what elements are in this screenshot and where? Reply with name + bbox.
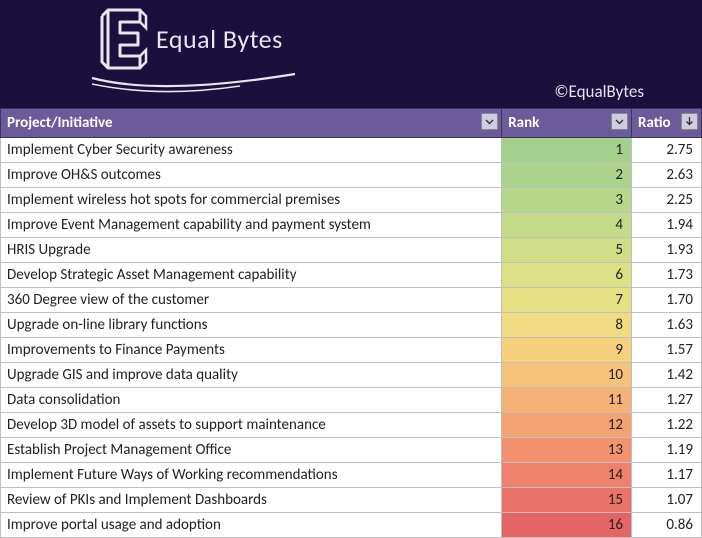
sort-dropdown-ratio[interactable] — [681, 113, 698, 130]
project-cell: Upgrade on-line library functions — [1, 313, 502, 338]
rank-cell: 1 — [502, 138, 632, 163]
col-header-ratio-label: Ratio — [638, 114, 671, 132]
project-cell: Establish Project Management Office — [1, 438, 502, 463]
rank-cell: 8 — [502, 313, 632, 338]
table-row: Improve OH&S outcomes22.63 — [1, 163, 702, 188]
rank-cell: 16 — [502, 513, 632, 538]
project-cell: Improvements to Finance Payments — [1, 338, 502, 363]
rank-cell: 4 — [502, 213, 632, 238]
rank-cell: 12 — [502, 413, 632, 438]
table-row: Develop Strategic Asset Management capab… — [1, 263, 702, 288]
table-header-row: Project/Initiative Rank Ratio — [1, 109, 702, 138]
copyright-text: ©EqualBytes — [554, 81, 644, 102]
col-header-rank-label: Rank — [508, 114, 539, 132]
sort-desc-arrow-icon — [684, 116, 695, 127]
chevron-down-icon — [485, 117, 494, 126]
table-row: Upgrade on-line library functions81.63 — [1, 313, 702, 338]
rank-cell: 5 — [502, 238, 632, 263]
brand-text: Equal Bytes — [156, 23, 283, 55]
project-cell: Upgrade GIS and improve data quality — [1, 363, 502, 388]
ratio-cell: 1.19 — [632, 438, 702, 463]
rank-cell: 14 — [502, 463, 632, 488]
ratio-cell: 1.94 — [632, 213, 702, 238]
projects-table: Project/Initiative Rank Ratio — [0, 108, 702, 538]
table-row: Improve portal usage and adoption160.86 — [1, 513, 702, 538]
ratio-cell: 2.25 — [632, 188, 702, 213]
rank-cell: 3 — [502, 188, 632, 213]
col-header-rank: Rank — [502, 109, 632, 138]
brand-underline-swoosh — [90, 68, 300, 96]
table-body: Implement Cyber Security awareness12.75I… — [1, 138, 702, 538]
table-row: Implement Future Ways of Working recomme… — [1, 463, 702, 488]
ratio-cell: 1.27 — [632, 388, 702, 413]
rank-cell: 10 — [502, 363, 632, 388]
table-row: Implement Cyber Security awareness12.75 — [1, 138, 702, 163]
ratio-cell: 2.63 — [632, 163, 702, 188]
project-cell: Implement Future Ways of Working recomme… — [1, 463, 502, 488]
ratio-cell: 1.57 — [632, 338, 702, 363]
ratio-cell: 1.07 — [632, 488, 702, 513]
table-row: Review of PKIs and Implement Dashboards1… — [1, 488, 702, 513]
rank-cell: 13 — [502, 438, 632, 463]
project-cell: Implement wireless hot spots for commerc… — [1, 188, 502, 213]
rank-cell: 11 — [502, 388, 632, 413]
ratio-cell: 1.70 — [632, 288, 702, 313]
project-cell: Improve Event Management capability and … — [1, 213, 502, 238]
ratio-cell: 1.73 — [632, 263, 702, 288]
equalbytes-logo-icon — [98, 8, 150, 70]
table-row: Improvements to Finance Payments91.57 — [1, 338, 702, 363]
rank-cell: 9 — [502, 338, 632, 363]
col-header-project: Project/Initiative — [1, 109, 502, 138]
table-row: Improve Event Management capability and … — [1, 213, 702, 238]
app-header: Equal Bytes ©EqualBytes — [0, 0, 702, 108]
project-cell: Improve OH&S outcomes — [1, 163, 502, 188]
project-cell: Develop 3D model of assets to support ma… — [1, 413, 502, 438]
ratio-cell: 1.17 — [632, 463, 702, 488]
table-row: Develop 3D model of assets to support ma… — [1, 413, 702, 438]
ratio-cell: 0.86 — [632, 513, 702, 538]
project-cell: Implement Cyber Security awareness — [1, 138, 502, 163]
ratio-cell: 1.93 — [632, 238, 702, 263]
col-header-ratio: Ratio — [632, 109, 702, 138]
project-cell: Develop Strategic Asset Management capab… — [1, 263, 502, 288]
table-row: 360 Degree view of the customer71.70 — [1, 288, 702, 313]
table-row: HRIS Upgrade51.93 — [1, 238, 702, 263]
rank-cell: 2 — [502, 163, 632, 188]
project-cell: 360 Degree view of the customer — [1, 288, 502, 313]
chevron-down-icon — [615, 117, 624, 126]
col-header-project-label: Project/Initiative — [7, 114, 113, 132]
ratio-cell: 1.22 — [632, 413, 702, 438]
table-row: Establish Project Management Office131.1… — [1, 438, 702, 463]
ratio-cell: 1.63 — [632, 313, 702, 338]
ratio-cell: 2.75 — [632, 138, 702, 163]
rank-cell: 7 — [502, 288, 632, 313]
table-row: Implement wireless hot spots for commerc… — [1, 188, 702, 213]
brand-block: Equal Bytes — [98, 8, 283, 70]
rank-cell: 15 — [502, 488, 632, 513]
filter-dropdown-project[interactable] — [481, 113, 498, 130]
project-cell: Review of PKIs and Implement Dashboards — [1, 488, 502, 513]
filter-dropdown-rank[interactable] — [611, 113, 628, 130]
project-cell: HRIS Upgrade — [1, 238, 502, 263]
ratio-cell: 1.42 — [632, 363, 702, 388]
project-cell: Improve portal usage and adoption — [1, 513, 502, 538]
table-row: Data consolidation111.27 — [1, 388, 702, 413]
table-row: Upgrade GIS and improve data quality101.… — [1, 363, 702, 388]
project-cell: Data consolidation — [1, 388, 502, 413]
rank-cell: 6 — [502, 263, 632, 288]
